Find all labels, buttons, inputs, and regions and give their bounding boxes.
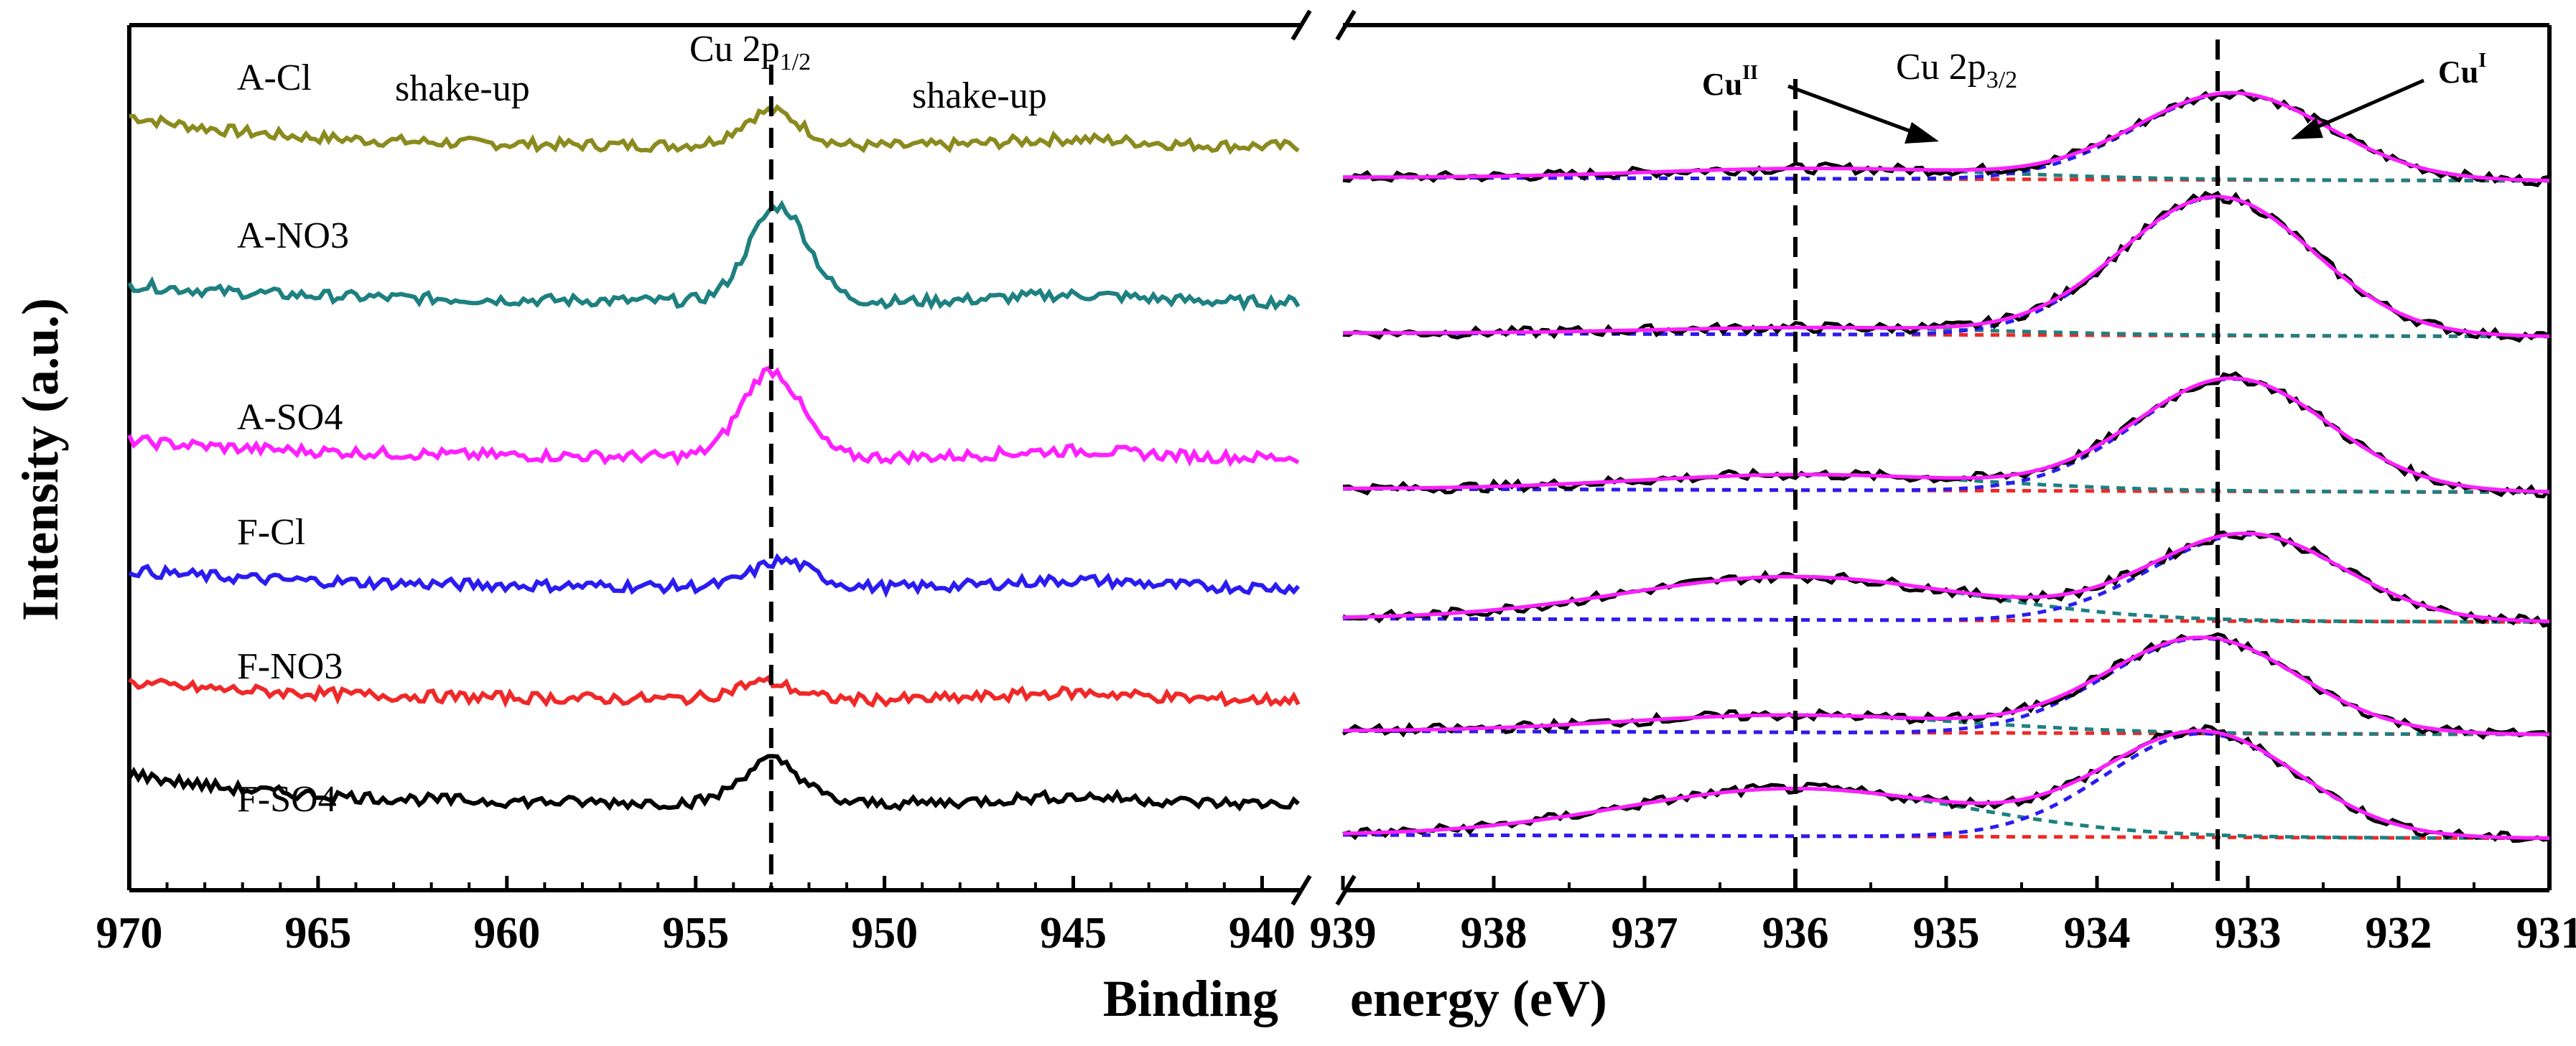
series-a-so4-left <box>127 365 1300 467</box>
fit-background-f-so4 <box>1343 833 2549 841</box>
tick-label-right-938: 938 <box>1461 909 1528 958</box>
series-labels: A-Cl A-NO3 A-SO4 F-Cl F-NO3 F-SO4 <box>237 57 349 820</box>
x-axis-title-left: Binding <box>1103 970 1278 1027</box>
fit-envelope-a-no3 <box>1343 195 2550 338</box>
annotations: Cu 2p1/2 shake-up shake-up Cu 2p3/2 CuII… <box>395 29 2486 144</box>
cuII-sup: II <box>1742 62 1758 84</box>
series-label-a-no3: A-NO3 <box>237 215 349 256</box>
series-a-no3-right-raw <box>1342 190 2551 343</box>
cuII-label: CuII <box>1702 62 1758 102</box>
cu2p12-label: Cu 2p1/2 <box>689 29 811 75</box>
cu2p32-main: Cu 2p <box>1896 47 1986 88</box>
series-a-no3-left <box>127 200 1301 312</box>
fit-cuII-f-no3 <box>1342 713 2549 737</box>
series-label-a-cl: A-Cl <box>237 57 312 98</box>
tick-label-left-955: 955 <box>662 909 729 958</box>
tick-layer: 970 965 960 955 950 945 940 939 938 937 936 935 934 9… <box>96 876 2576 958</box>
break-mark-top-left <box>1291 9 1312 41</box>
fit-cuI-a-no3 <box>1343 195 2550 338</box>
fit-envelope-a-cl <box>1343 90 2550 182</box>
tick-label-right-934: 934 <box>2064 909 2131 958</box>
cuI-label: CuI <box>2438 50 2486 90</box>
tick-label-left-965: 965 <box>284 909 351 958</box>
cuI-main: Cu <box>2438 55 2478 90</box>
right-panel <box>1343 23 2552 892</box>
series-f-cl-left <box>128 553 1301 598</box>
series-f-cl-right-raw <box>1342 530 2550 628</box>
cu2p12-main: Cu 2p <box>689 29 780 70</box>
tick-label-right-935: 935 <box>1913 909 1980 958</box>
y-axis-title: Intensity (a.u.) <box>11 298 69 621</box>
series-f-so4-right-raw <box>1342 724 2550 844</box>
fit-background-f-no3 <box>1343 729 2549 737</box>
cuI-arrow-head <box>2291 118 2323 139</box>
cuII-main: Cu <box>1702 67 1742 102</box>
cuII-arrow-head <box>1905 122 1939 144</box>
shakeup-right-label: shake-up <box>912 75 1047 116</box>
series-label-f-cl: F-Cl <box>237 512 305 553</box>
tick-label-right-936: 936 <box>1762 909 1829 958</box>
cuI-sup: I <box>2478 50 2486 72</box>
fit-cuII-f-so4 <box>1342 786 2549 841</box>
cu2p12-sub: 1/2 <box>780 49 811 75</box>
reference-lines <box>768 39 2220 890</box>
tick-label-left-970: 970 <box>96 909 163 958</box>
break-mark-bottom-right <box>1335 874 1357 906</box>
shakeup-left-label: shake-up <box>395 68 530 109</box>
series-a-cl-left <box>129 103 1300 155</box>
left-panel <box>127 23 1300 892</box>
cuII-arrow-shaft <box>1787 84 1925 139</box>
tick-label-right-937: 937 <box>1612 909 1678 958</box>
series-label-f-so4: F-SO4 <box>237 779 337 820</box>
fit-background-a-no3 <box>1343 331 2549 339</box>
axis-break <box>1291 9 1357 906</box>
fit-envelope-f-no3 <box>1342 635 2550 737</box>
break-mark-top-right <box>1335 9 1357 41</box>
tick-label-right-933: 933 <box>2215 909 2282 958</box>
series-label-a-so4: A-SO4 <box>237 397 343 438</box>
tick-label-right-939: 939 <box>1310 909 1377 958</box>
fit-envelope-a-so4 <box>1342 376 2550 494</box>
series-label-f-no3: F-NO3 <box>237 646 343 687</box>
fit-cuI-a-so4 <box>1343 377 2550 494</box>
fit-envelope-f-so4 <box>1342 729 2550 840</box>
x-axis-title-right: energy (eV) <box>1350 970 1607 1027</box>
fit-cuI-f-no3 <box>1343 636 2550 737</box>
series-f-so4-left <box>127 754 1300 812</box>
tick-label-left-960: 960 <box>473 909 540 958</box>
break-mark-bottom-left <box>1291 874 1312 906</box>
series-layer <box>127 88 2551 844</box>
tick-label-right-932: 932 <box>2366 909 2432 958</box>
tick-label-left-940: 940 <box>1229 909 1296 958</box>
fit-envelope-f-cl <box>1342 531 2550 624</box>
cuI-arrow-shaft <box>2307 78 2425 133</box>
tick-label-right-931: 931 <box>2516 909 2576 958</box>
series-f-no3-left <box>128 674 1301 709</box>
fit-cuII-a-no3 <box>1343 325 2549 339</box>
cu2p32-sub: 3/2 <box>1986 67 2017 93</box>
tick-label-left-945: 945 <box>1040 909 1107 958</box>
cu2p32-label: Cu 2p3/2 <box>1896 47 2017 93</box>
tick-label-left-950: 950 <box>851 909 918 958</box>
